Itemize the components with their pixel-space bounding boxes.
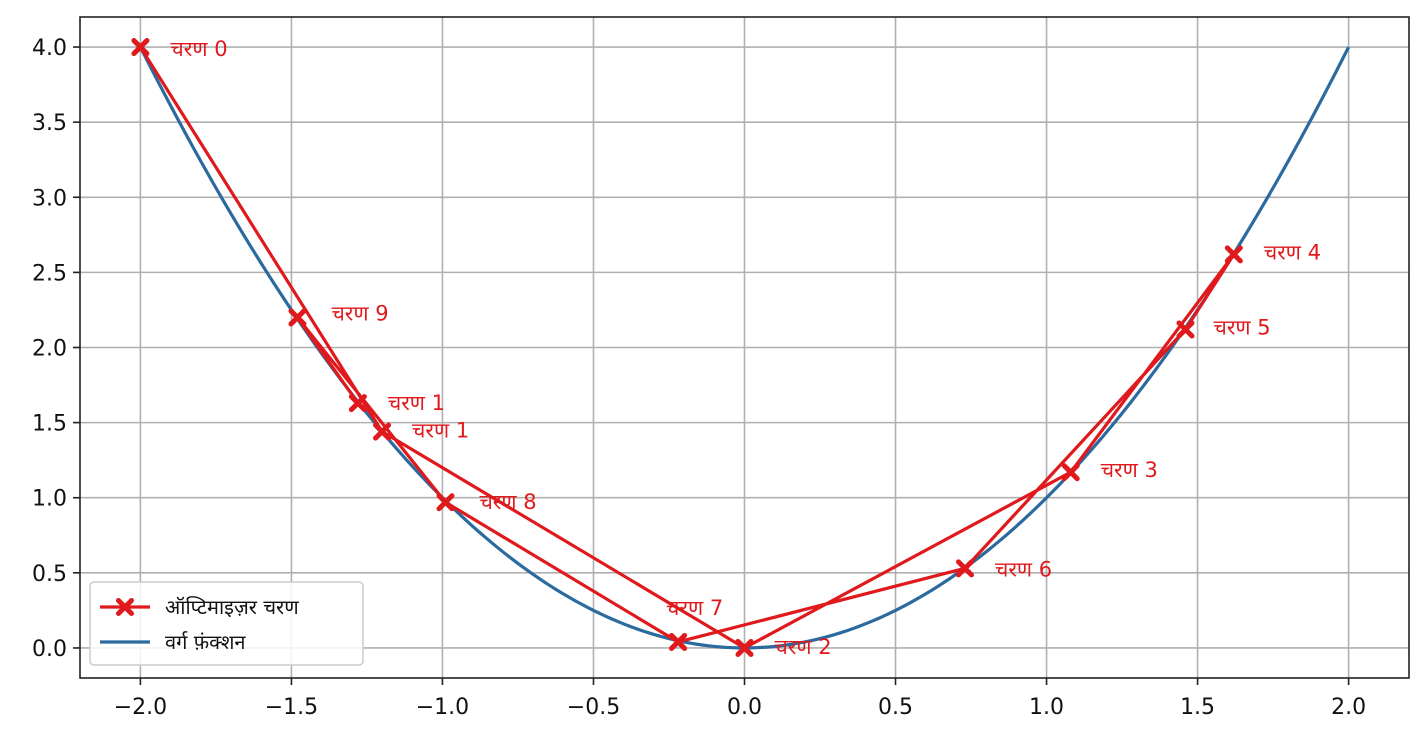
x-tick-label: 0.5 — [878, 695, 913, 720]
y-tick-label: 0.0 — [32, 637, 67, 662]
y-tick-label: 3.5 — [32, 111, 67, 136]
legend-box — [89, 581, 364, 666]
step-marker — [1176, 320, 1195, 339]
step-marker — [669, 632, 688, 651]
x-tick-label: 2.0 — [1331, 695, 1366, 720]
x-tick-label: −1.5 — [265, 695, 318, 720]
step-marker — [373, 422, 392, 441]
y-tick-label: 2.0 — [32, 337, 67, 362]
step-label: चरण 0 — [170, 37, 227, 61]
step-label: चरण 3 — [1101, 458, 1158, 482]
step-label: चरण 7 — [666, 596, 723, 620]
y-tick-label: 1.5 — [32, 412, 67, 437]
y-tick-label: 2.5 — [32, 261, 67, 286]
step-label: चरण 6 — [995, 557, 1052, 581]
x-tick-label: −2.0 — [114, 695, 167, 720]
step-label: चरण 1 — [412, 419, 469, 443]
x-tick-label: 1.0 — [1029, 695, 1064, 720]
x-tick-label: 0.0 — [727, 695, 762, 720]
step-marker — [1061, 463, 1080, 482]
optimizer-steps-layer: चरण 0 चरण 1 चरण 2 चरण 3 चरण 4 चरण 5 चरण 6 चरण 7… — [131, 37, 1321, 659]
y-tick-label: 0.5 — [32, 562, 67, 587]
x-tick-label: 1.5 — [1180, 695, 1215, 720]
step-marker — [288, 308, 307, 327]
legend: ऑप्टिमाइज़र चरण वर्ग फ़ंक्शन — [89, 581, 364, 666]
legend-label-function: वर्ग फ़ंक्शन — [165, 630, 246, 654]
y-tick-label: 4.0 — [32, 36, 67, 61]
step-marker — [1224, 245, 1243, 264]
grid — [80, 17, 1409, 678]
x-tick-label: −0.5 — [567, 695, 620, 720]
step-label: चरण 9 — [331, 301, 388, 325]
step-marker — [735, 638, 754, 657]
x-tick-label: −1.0 — [416, 695, 469, 720]
legend-marker-steps — [116, 598, 134, 616]
step-label: चरण 2 — [775, 635, 832, 659]
step-marker — [348, 394, 367, 413]
tick-layer: −2.0 −1.5 −1.0 −0.5 0.0 0.5 1.0 1.5 2.0 0.0 0.5 1.0… — [32, 36, 1366, 720]
step-label: चरण 4 — [1264, 240, 1321, 264]
y-tick-label: 3.0 — [32, 186, 67, 211]
y-tick-label: 1.0 — [32, 487, 67, 512]
step-label: चरण 5 — [1213, 315, 1270, 339]
step-label: चरण 1 — [388, 391, 445, 415]
step-label: चरण 8 — [479, 490, 536, 514]
step-marker — [955, 559, 974, 578]
step-marker — [436, 493, 455, 512]
step-marker — [131, 38, 150, 57]
legend-label-steps: ऑप्टिमाइज़र चरण — [165, 595, 299, 619]
